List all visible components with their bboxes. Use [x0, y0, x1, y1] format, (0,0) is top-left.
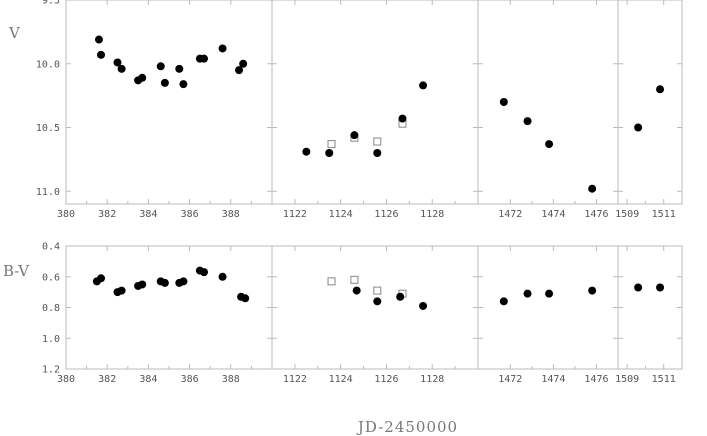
x-tick-label: 380	[57, 209, 75, 220]
filled-circle-point	[352, 286, 361, 295]
filled-circle-point	[94, 35, 103, 44]
y-tick-label: 1.2	[42, 365, 60, 376]
x-tick-label: 1509	[615, 374, 639, 385]
filled-circle-point	[117, 286, 126, 295]
filled-circle-point	[523, 117, 532, 126]
filled-circle-point	[200, 54, 209, 63]
filled-circle-point	[160, 278, 169, 287]
filled-circle-point	[200, 268, 209, 277]
x-tick-label: 388	[222, 374, 240, 385]
filled-circle-point	[97, 274, 106, 283]
x-tick-label: 1122	[283, 209, 307, 220]
x-tick-label: 1472	[498, 374, 522, 385]
filled-circle-point	[179, 277, 188, 286]
x-tick-label: 1472	[498, 209, 522, 220]
panel-frame-r0-c1	[271, 0, 479, 205]
filled-circle-point	[97, 50, 106, 59]
x-tick-label: 1128	[420, 374, 444, 385]
x-tick-label: 1122	[283, 374, 307, 385]
open-square-point	[373, 137, 382, 146]
x-tick-label: 1474	[541, 374, 565, 385]
filled-circle-point	[156, 62, 165, 71]
ylabel-b-v: B-V	[3, 262, 30, 280]
filled-circle-point	[241, 294, 250, 303]
filled-circle-point	[373, 297, 382, 306]
panel-frame-r0-c3	[617, 0, 683, 205]
x-tick-label: 1511	[652, 209, 676, 220]
filled-circle-point	[545, 140, 554, 149]
filled-circle-point	[373, 149, 382, 157]
filled-circle-point	[523, 289, 532, 298]
filled-circle-point	[113, 58, 122, 67]
x-tick-label: 384	[139, 374, 157, 385]
x-tick-label: 388	[222, 209, 240, 220]
filled-circle-point	[588, 286, 597, 295]
x-tick-label: 1124	[329, 209, 353, 220]
open-square-point	[327, 140, 336, 149]
filled-circle-point	[419, 81, 428, 90]
y-tick-label: 10.0	[36, 59, 60, 70]
y-tick-label: 11.0	[36, 187, 60, 198]
panels-group: 380 382 384 386 388 1122 1124 1126 1128 1472 1474 1…	[36, 0, 683, 385]
filled-circle-point	[160, 78, 169, 87]
y-tick-label: 9.5	[42, 0, 60, 7]
open-square-point	[327, 277, 336, 286]
open-square-point	[350, 275, 359, 284]
panel-frame-r1-c1	[271, 245, 479, 370]
open-square-point	[373, 286, 382, 295]
x-tick-label: 1511	[652, 374, 676, 385]
filled-circle-point	[656, 283, 665, 292]
filled-circle-point	[634, 283, 643, 292]
x-tick-label: 386	[181, 374, 199, 385]
filled-circle-point	[398, 114, 407, 123]
x-tick-label: 1476	[584, 209, 608, 220]
filled-circle-point	[239, 59, 248, 68]
panel-frame-r1-c0	[65, 245, 273, 370]
x-tick-label: 1474	[541, 209, 565, 220]
filled-circle-point	[218, 44, 227, 53]
panel-frame-r0-c2	[477, 0, 619, 205]
x-tick-label: 382	[98, 209, 116, 220]
filled-circle-point	[499, 98, 508, 106]
filled-circle-point	[325, 149, 334, 157]
filled-circle-point	[235, 66, 244, 75]
x-tick-label: 1509	[615, 209, 639, 220]
panel-frame-r0-c0	[65, 0, 273, 205]
filled-circle-point	[634, 123, 643, 132]
filled-circle-point	[175, 64, 184, 73]
x-tick-label: 1128	[420, 209, 444, 220]
filled-circle-point	[545, 289, 554, 298]
x-tick-label: 380	[57, 374, 75, 385]
filled-circle-point	[138, 280, 147, 289]
filled-circle-point	[117, 64, 126, 73]
y-tick-label: 0.8	[42, 303, 60, 314]
x-tick-label: 1124	[329, 374, 353, 385]
filled-circle-point	[138, 73, 147, 82]
filled-circle-point	[419, 301, 428, 310]
x-tick-label: 386	[181, 209, 199, 220]
x-tick-label: 1126	[374, 374, 398, 385]
x-tick-label: 384	[139, 209, 157, 220]
filled-circle-point	[588, 184, 597, 193]
filled-circle-point	[396, 292, 405, 301]
y-tick-label: 1.0	[42, 334, 60, 345]
x-tick-label: 382	[98, 374, 116, 385]
y-tick-label: 0.6	[42, 272, 60, 283]
y-tick-label: 0.4	[42, 242, 60, 253]
x-axis-label: JD-2450000	[356, 418, 458, 436]
filled-circle-point	[302, 147, 311, 156]
panel-frame-r1-c3	[617, 245, 683, 370]
panel-frame-r1-c2	[477, 245, 619, 370]
filled-circle-point	[218, 272, 227, 281]
y-tick-label: 10.5	[36, 123, 60, 134]
filled-circle-point	[499, 297, 508, 306]
x-tick-label: 1126	[374, 209, 398, 220]
filled-circle-point	[350, 131, 359, 140]
ylabel-v: V	[8, 24, 21, 42]
filled-circle-point	[179, 80, 188, 89]
filled-circle-point	[656, 85, 665, 94]
x-tick-label: 1476	[584, 374, 608, 385]
